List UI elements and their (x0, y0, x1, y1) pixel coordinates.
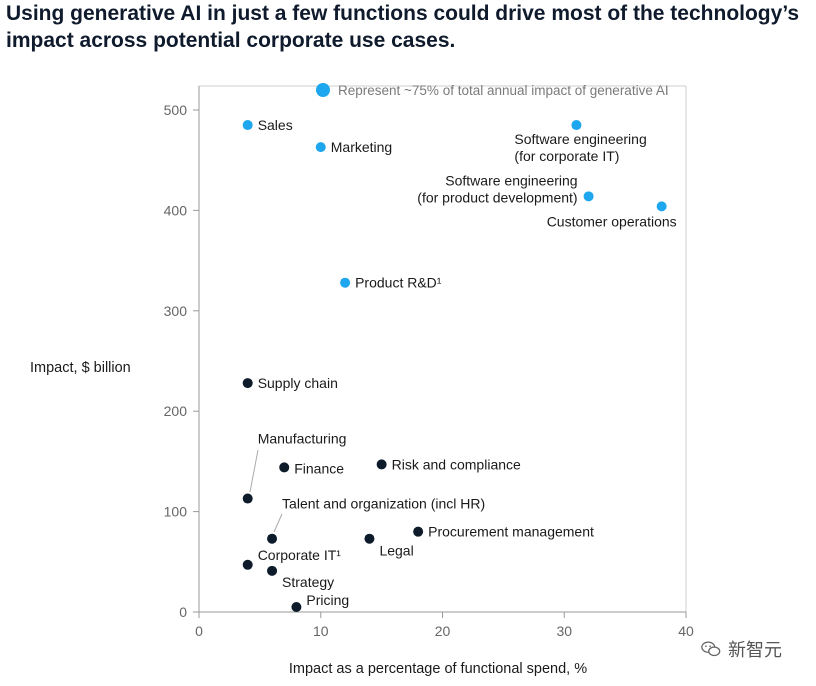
data-label-software-engineering-for-product-development: Software engineering (for product develop… (417, 172, 577, 205)
x-tick-label: 30 (556, 623, 572, 639)
data-point-software-engineering-for-product-development (583, 191, 594, 202)
data-label-talent-and-organization-incl-hr: Talent and organization (incl HR) (282, 496, 485, 512)
watermark-text: 新智元 (728, 640, 782, 661)
y-tick-label: 100 (164, 504, 188, 520)
leader-line-manufacturing (249, 449, 259, 493)
data-point-risk-and-compliance (376, 459, 387, 470)
data-label-manufacturing: Manufacturing (258, 431, 347, 447)
x-tick-label: 40 (678, 623, 694, 639)
data-point-pricing (291, 601, 302, 612)
x-tick-label: 20 (435, 623, 451, 639)
y-tick-label: 300 (164, 303, 188, 319)
x-tick-label: 10 (313, 623, 329, 639)
x-axis-title: Impact as a percentage of functional spe… (289, 661, 587, 677)
data-label-corporate-it: Corporate IT¹ (258, 547, 342, 563)
data-point-supply-chain (242, 378, 253, 389)
data-point-finance (279, 462, 290, 473)
y-tick-label: 400 (164, 202, 188, 218)
data-label-product-r-d: Product R&D¹ (355, 275, 442, 291)
data-point-product-r-d (340, 277, 351, 288)
data-label-marketing: Marketing (331, 139, 392, 155)
data-label-strategy: Strategy (282, 574, 334, 590)
y-tick-label: 500 (164, 102, 188, 118)
y-tick-label: 0 (179, 604, 187, 620)
data-point-marketing (315, 142, 326, 153)
data-label-pricing: Pricing (306, 592, 349, 608)
chart-title: Using generative AI in just a few functi… (6, 2, 800, 52)
data-point-manufacturing (242, 493, 253, 504)
watermark: 新智元 (700, 636, 782, 662)
data-label-finance: Finance (294, 460, 344, 476)
legend-label: Represent ~75% of total annual impact of… (338, 83, 669, 98)
leader-line-talent-and-organization-incl-hr (273, 513, 283, 533)
data-point-legal (364, 533, 375, 544)
data-label-risk-and-compliance: Risk and compliance (392, 456, 521, 472)
data-point-sales (242, 120, 253, 131)
data-label-procurement-management: Procurement management (428, 524, 594, 540)
wechat-icon (701, 641, 721, 657)
x-tick-label: 0 (195, 623, 203, 639)
data-label-legal: Legal (379, 543, 413, 559)
data-label-sales: Sales (258, 117, 293, 133)
data-point-strategy (267, 565, 278, 576)
data-point-software-engineering-for-corporate-it (571, 120, 582, 131)
y-tick-label: 200 (164, 403, 188, 419)
data-label-supply-chain: Supply chain (258, 375, 338, 391)
data-point-corporate-it (242, 559, 253, 570)
data-label-software-engineering-for-corporate-it: Software engineering (for corporate IT) (514, 131, 646, 164)
legend-marker (316, 83, 330, 97)
data-point-customer-operations (656, 201, 667, 212)
data-point-talent-and-organization-incl-hr (267, 533, 278, 544)
data-point-procurement-management (413, 526, 424, 537)
data-label-customer-operations: Customer operations (547, 213, 677, 229)
y-axis-title: Impact, $ billion (30, 360, 131, 376)
